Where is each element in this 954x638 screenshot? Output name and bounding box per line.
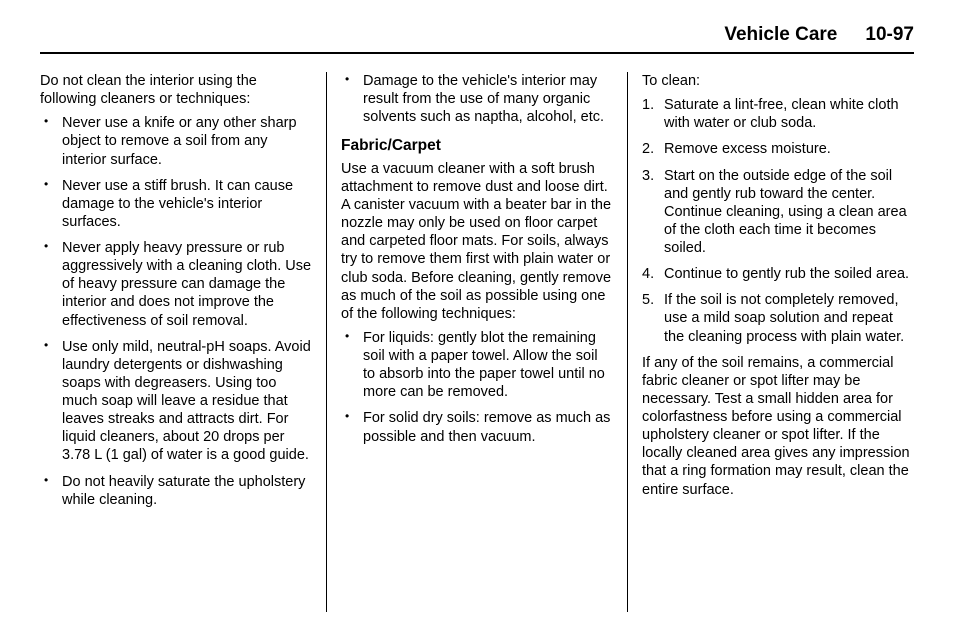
- list-item: Never use a knife or any other sharp obj…: [40, 114, 312, 168]
- header-page-number: 10-97: [865, 24, 914, 46]
- column-1: Do not clean the interior using the foll…: [40, 72, 327, 612]
- col2-paragraph: Use a vacuum cleaner with a soft brush a…: [341, 160, 613, 323]
- list-item: Use only mild, neutral-pH soaps. Avoid l…: [40, 338, 312, 465]
- fabric-carpet-heading: Fabric/Carpet: [341, 136, 613, 155]
- list-item: Never apply heavy pressure or rub aggres…: [40, 239, 312, 330]
- column-3: To clean: Saturate a lint-free, clean wh…: [628, 72, 914, 612]
- col3-numbered-list: Saturate a lint-free, clean white cloth …: [642, 96, 914, 346]
- list-item: If the soil is not completely removed, u…: [642, 291, 914, 345]
- list-item: Damage to the vehicle's interior may res…: [341, 72, 613, 126]
- content-columns: Do not clean the interior using the foll…: [40, 72, 914, 612]
- list-item: Saturate a lint-free, clean white cloth …: [642, 96, 914, 132]
- col3-closing: If any of the soil remains, a commercial…: [642, 354, 914, 499]
- col3-intro: To clean:: [642, 72, 914, 90]
- list-item: For solid dry soils: remove as much as p…: [341, 409, 613, 445]
- list-item: Start on the outside edge of the soil an…: [642, 167, 914, 258]
- column-2: Damage to the vehicle's interior may res…: [327, 72, 628, 612]
- header-section-title: Vehicle Care: [724, 24, 837, 46]
- col1-bullet-list: Never use a knife or any other sharp obj…: [40, 114, 312, 509]
- col2-bullet-list: For liquids: gently blot the remaining s…: [341, 329, 613, 446]
- list-item: Remove excess moisture.: [642, 140, 914, 158]
- col2-top-bullet: Damage to the vehicle's interior may res…: [341, 72, 613, 126]
- list-item: Continue to gently rub the soiled area.: [642, 265, 914, 283]
- list-item: Never use a stiff brush. It can cause da…: [40, 177, 312, 231]
- col1-intro: Do not clean the interior using the foll…: [40, 72, 312, 108]
- list-item: For liquids: gently blot the remaining s…: [341, 329, 613, 402]
- page-header: Vehicle Care 10-97: [40, 24, 914, 54]
- list-item: Do not heavily saturate the upholstery w…: [40, 473, 312, 509]
